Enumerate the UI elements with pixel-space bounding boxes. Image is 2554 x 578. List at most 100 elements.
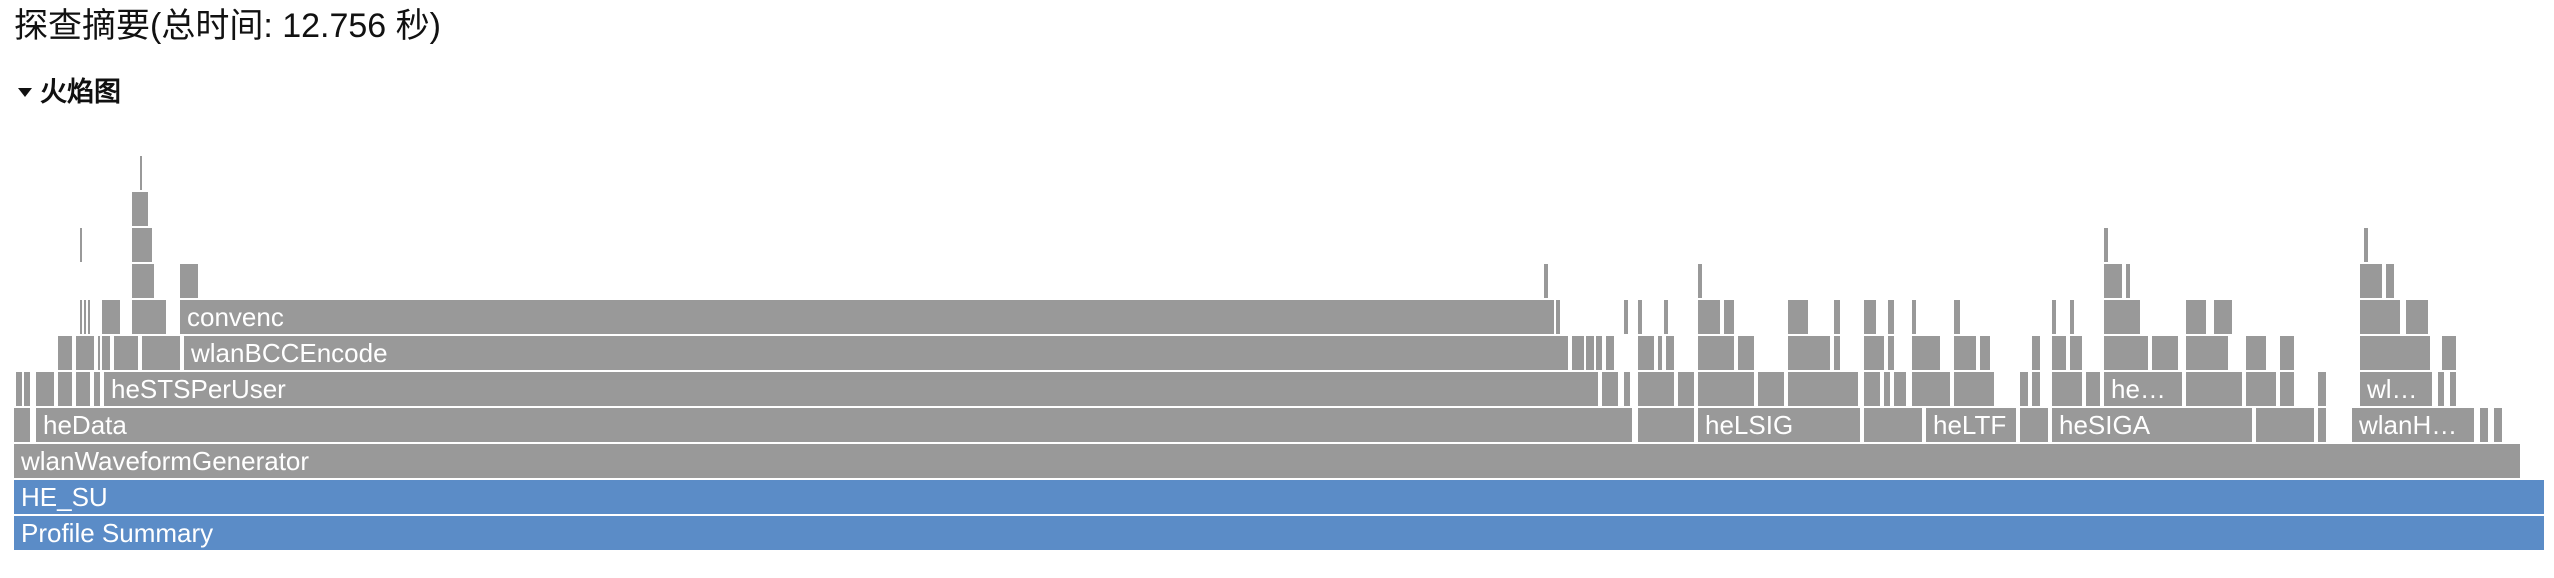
frame-small[interactable] [58,372,72,406]
frame-small[interactable] [98,336,100,370]
frame-small[interactable] [1602,372,1618,406]
frame-small[interactable] [2186,336,2228,370]
frame-small[interactable] [58,336,72,370]
frame-small[interactable] [1864,336,1884,370]
frame-profile-summary[interactable]: Profile Summary [14,516,2544,550]
frame-small[interactable] [1788,300,1808,334]
frame-small[interactable] [1596,336,1602,370]
frame-small[interactable] [1556,300,1560,334]
frame-small[interactable] [1834,336,1840,370]
frame-small[interactable] [80,300,82,334]
frame-small[interactable] [2020,408,2048,442]
frame-small[interactable] [1954,300,1960,334]
frame-small[interactable] [2032,336,2040,370]
frame-small[interactable] [2052,300,2056,334]
frame-small[interactable] [2070,300,2074,334]
frame-small[interactable] [1698,336,1734,370]
frame-he-su[interactable]: HE_SU [14,480,2544,514]
frame-small[interactable] [1912,300,1916,334]
frame-small[interactable] [94,372,100,406]
frame-small[interactable] [114,336,138,370]
frame-small[interactable] [1624,372,1630,406]
frame-small[interactable] [88,300,90,334]
frame-small[interactable] [1884,372,1890,406]
frame-small[interactable] [2480,408,2488,442]
frame-small[interactable] [2364,228,2368,262]
frame-small[interactable] [1724,300,1734,334]
frame-wl-ellipsis[interactable]: wl… [2360,372,2432,406]
frame-small[interactable] [2070,336,2082,370]
frame-small[interactable] [2280,372,2294,406]
frame-small[interactable] [132,228,152,262]
frame-small[interactable] [1788,336,1830,370]
frame-small[interactable] [2152,336,2178,370]
frame-small[interactable] [2318,372,2326,406]
frame-small[interactable] [2214,300,2232,334]
frame-small[interactable] [1912,336,1940,370]
frame-small[interactable] [1586,336,1594,370]
frame-small[interactable] [2318,408,2326,442]
frame-small[interactable] [2442,336,2456,370]
frame-small[interactable] [1894,372,1906,406]
frame-small[interactable] [1698,300,1720,334]
frame-small[interactable] [2438,372,2444,406]
frame-small[interactable] [2126,264,2130,298]
frame-small[interactable] [1864,372,1880,406]
frame-small[interactable] [84,300,86,334]
frame-small[interactable] [2020,372,2028,406]
frame-small[interactable] [1678,372,1694,406]
frame-small[interactable] [2052,336,2066,370]
frame-small[interactable] [1788,372,1858,406]
frame-small[interactable] [180,264,198,298]
frame-small[interactable] [2086,372,2100,406]
frame-small[interactable] [2186,300,2206,334]
frame-convenc[interactable]: convenc [180,300,1554,334]
frame-small[interactable] [1864,300,1876,334]
frame-small[interactable] [1980,336,1990,370]
frame-small[interactable] [1638,372,1674,406]
frame-small[interactable] [2360,264,2382,298]
frame-small[interactable] [2032,372,2040,406]
frame-small[interactable] [1638,408,1694,442]
frame-wlan-bcc-encode[interactable]: wlanBCCEncode [184,336,1568,370]
frame-small[interactable] [14,408,30,442]
frame-small[interactable] [1544,264,1548,298]
frame-small[interactable] [1834,300,1840,334]
frame-he-lsig[interactable]: heLSIG [1698,408,1860,442]
frame-small[interactable] [132,192,148,226]
frame-small[interactable] [1658,336,1662,370]
frame-small[interactable] [2360,300,2400,334]
frame-small[interactable] [2280,336,2294,370]
frame-small[interactable] [1624,300,1628,334]
frame-small[interactable] [76,372,90,406]
frame-he-ellipsis[interactable]: he… [2104,372,2182,406]
frame-small[interactable] [2256,408,2314,442]
frame-small[interactable] [2052,372,2082,406]
frame-small[interactable] [2386,264,2394,298]
frame-small[interactable] [2104,336,2148,370]
frame-small[interactable] [102,300,120,334]
frame-small[interactable] [1638,300,1642,334]
frame-small[interactable] [2104,228,2108,262]
frame-small[interactable] [16,372,22,406]
frame-small[interactable] [36,372,54,406]
frame-he-sts-per-user[interactable]: heSTSPerUser [104,372,1598,406]
frame-small[interactable] [1888,300,1894,334]
frame-small[interactable] [2104,264,2122,298]
frame-small[interactable] [24,372,30,406]
frame-small[interactable] [132,300,166,334]
frame-small[interactable] [140,156,142,190]
frame-small[interactable] [1606,336,1614,370]
frame-small[interactable] [1912,372,1950,406]
flame-graph-toggle[interactable]: 火焰图 [18,74,121,110]
frame-small[interactable] [1698,264,1702,298]
frame-small[interactable] [132,264,154,298]
frame-small[interactable] [2406,300,2428,334]
frame-small[interactable] [2494,408,2502,442]
frame-small[interactable] [2360,336,2430,370]
frame-small[interactable] [1954,372,1994,406]
frame-small[interactable] [2186,372,2242,406]
frame-small[interactable] [1954,336,1976,370]
frame-small[interactable] [1666,336,1674,370]
frame-small[interactable] [76,336,94,370]
